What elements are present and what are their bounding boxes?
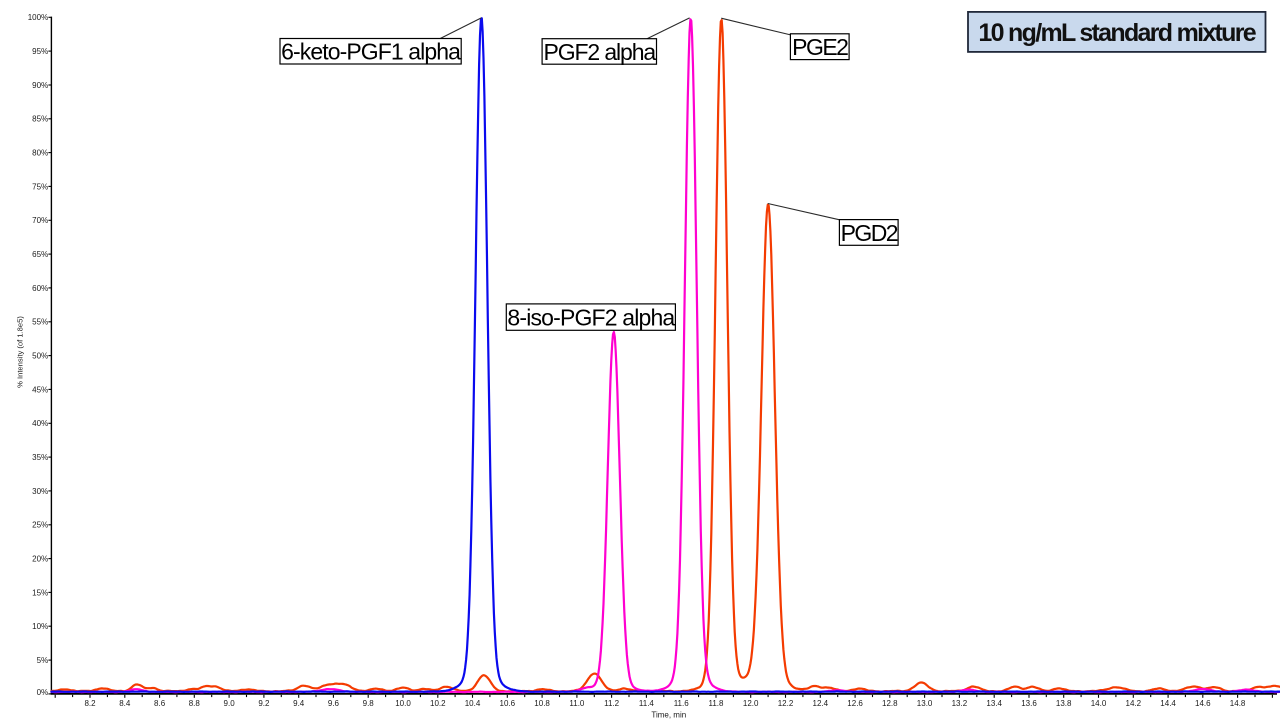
svg-text:6-keto-PGF1 alpha: 6-keto-PGF1 alpha [281,39,461,65]
svg-text:65%: 65% [32,250,48,259]
svg-text:10 ng/mL standard mixture: 10 ng/mL standard mixture [978,19,1256,47]
svg-text:PGF2 alpha: PGF2 alpha [544,39,657,65]
svg-text:13.0: 13.0 [917,699,933,708]
svg-text:10.6: 10.6 [500,699,516,708]
svg-text:11.4: 11.4 [639,699,655,708]
svg-text:8.4: 8.4 [119,699,131,708]
svg-text:10.8: 10.8 [534,699,550,708]
svg-text:55%: 55% [32,318,48,327]
svg-text:45%: 45% [32,385,48,394]
svg-text:Time, min: Time, min [651,711,686,720]
svg-text:100%: 100% [28,13,48,22]
svg-text:85%: 85% [32,115,48,124]
svg-text:8.6: 8.6 [154,699,166,708]
svg-text:12.2: 12.2 [778,699,794,708]
svg-text:% Intensity (of 1.8e5): % Intensity (of 1.8e5) [16,316,25,388]
svg-text:25%: 25% [32,521,48,530]
svg-text:14.4: 14.4 [1160,699,1176,708]
svg-text:12.6: 12.6 [847,699,863,708]
svg-text:60%: 60% [32,284,48,293]
svg-text:14.8: 14.8 [1230,699,1246,708]
svg-text:14.2: 14.2 [1126,699,1142,708]
svg-text:80%: 80% [32,149,48,158]
svg-text:35%: 35% [32,453,48,462]
svg-text:0%: 0% [37,688,49,697]
svg-text:9.8: 9.8 [363,699,375,708]
svg-text:15%: 15% [32,588,48,597]
svg-text:PGD2: PGD2 [841,220,898,246]
svg-text:10.0: 10.0 [395,699,411,708]
svg-text:90%: 90% [32,81,48,90]
svg-text:13.4: 13.4 [986,699,1002,708]
svg-text:8.2: 8.2 [84,699,96,708]
svg-text:10.4: 10.4 [465,699,481,708]
svg-text:12.4: 12.4 [813,699,829,708]
svg-text:8-iso-PGF2 alpha: 8-iso-PGF2 alpha [507,305,675,331]
svg-text:9.2: 9.2 [258,699,270,708]
svg-text:11.2: 11.2 [604,699,620,708]
svg-text:12.8: 12.8 [882,699,898,708]
svg-text:13.2: 13.2 [952,699,968,708]
svg-text:13.6: 13.6 [1021,699,1037,708]
svg-text:8.8: 8.8 [189,699,201,708]
svg-text:9.4: 9.4 [293,699,305,708]
svg-text:75%: 75% [32,182,48,191]
svg-text:11.8: 11.8 [709,699,725,708]
svg-text:PGE2: PGE2 [792,34,848,60]
svg-text:5%: 5% [37,656,49,665]
svg-text:70%: 70% [32,216,48,225]
svg-text:40%: 40% [32,419,48,428]
svg-text:50%: 50% [32,352,48,361]
svg-text:9.0: 9.0 [224,699,236,708]
svg-text:14.0: 14.0 [1091,699,1107,708]
svg-text:9.6: 9.6 [328,699,340,708]
svg-text:13.8: 13.8 [1056,699,1072,708]
svg-text:11.6: 11.6 [674,699,690,708]
svg-text:12.0: 12.0 [743,699,759,708]
svg-text:11.0: 11.0 [569,699,585,708]
svg-text:14.6: 14.6 [1195,699,1211,708]
svg-text:10%: 10% [32,622,48,631]
svg-text:30%: 30% [32,487,48,496]
svg-text:95%: 95% [32,47,48,56]
svg-text:10.2: 10.2 [430,699,446,708]
svg-text:20%: 20% [32,555,48,564]
